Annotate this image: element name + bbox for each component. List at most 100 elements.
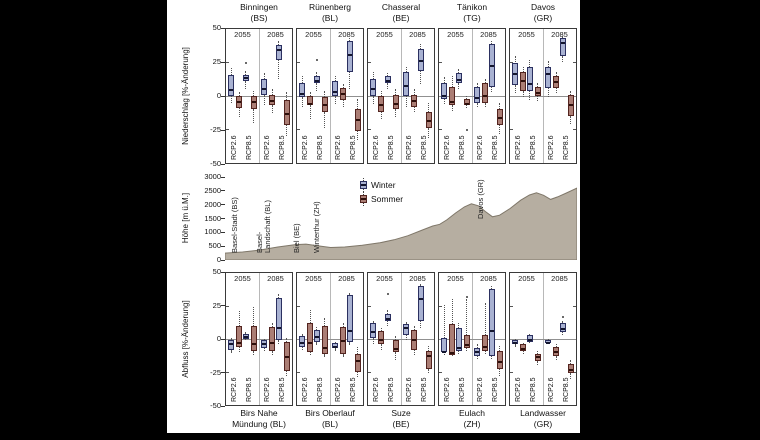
- winter-whisker-lower: [458, 82, 460, 90]
- y-tick-mark: [221, 176, 225, 178]
- winter-whisker-upper: [491, 41, 493, 44]
- boxplot-sommer: [520, 71, 527, 91]
- sommer-median: [393, 102, 398, 105]
- rcp-tick-label: RCP2.6: [264, 377, 272, 402]
- winter-median: [276, 327, 281, 330]
- winter-whisker-upper: [405, 66, 407, 72]
- y-tick-mark: [221, 338, 225, 340]
- rcp-tick-label: RCP2.6: [302, 377, 310, 402]
- sommer-median: [237, 101, 242, 104]
- y-tick-mark: [221, 95, 225, 97]
- winter-whisker-lower: [372, 337, 374, 345]
- sommer-whisker-upper: [484, 78, 486, 83]
- winter-whisker-lower: [491, 356, 493, 359]
- station-panel-chasseral: 2055 2085: [367, 28, 435, 164]
- sommer-median: [284, 113, 289, 116]
- sommer-median: [322, 104, 327, 107]
- region-label: Basel-Stadt (BS): [229, 197, 239, 253]
- sommer-whisker-lower: [309, 352, 311, 355]
- winter-whisker-lower: [301, 97, 303, 107]
- panel-edge-tick: [573, 62, 576, 63]
- winter-median: [243, 336, 248, 339]
- boxplot-winter: [228, 340, 235, 350]
- rcp-tick-label: RCP8.5: [278, 135, 286, 160]
- winter-whisker-upper: [458, 323, 460, 329]
- winter-median: [262, 342, 267, 345]
- y-tick-label: 0: [216, 334, 221, 343]
- zero-line: [439, 95, 505, 97]
- sommer-whisker-upper: [537, 82, 539, 87]
- year-label: 2085: [267, 30, 284, 39]
- winter-median: [347, 329, 352, 332]
- sommer-whisker-lower: [324, 112, 326, 129]
- y-tick-mark: [221, 204, 225, 206]
- winter-median: [560, 42, 565, 45]
- winter-whisker-upper: [491, 286, 493, 289]
- sommer-median: [464, 344, 469, 347]
- winter-whisker-upper: [476, 344, 478, 349]
- sommer-whisker-lower: [380, 344, 382, 350]
- panel-edge-tick: [226, 371, 229, 373]
- winter-median: [442, 350, 447, 353]
- panel-edge-tick: [510, 371, 513, 373]
- station-title: Davos (GR): [530, 2, 556, 23]
- panel-edge-tick: [368, 129, 371, 130]
- y-tick-label: 3000: [204, 172, 221, 181]
- boxplot-sommer: [354, 353, 361, 372]
- sommer-whisker-upper: [286, 337, 288, 342]
- station-panel-birs-nahe: 2055 2085: [225, 272, 293, 406]
- sommer-whisker-lower: [253, 350, 255, 355]
- zero-line: [297, 338, 363, 340]
- rcp-tick-label: RCP2.6: [444, 135, 452, 160]
- sommer-whisker-lower: [395, 352, 397, 361]
- winter-whisker-upper: [316, 327, 318, 330]
- legend-item-sommer: Sommer: [360, 192, 403, 206]
- panel-edge-tick: [439, 129, 442, 130]
- boxplot-winter: [455, 328, 462, 351]
- y-tick-label: -25: [210, 367, 221, 377]
- sommer-whisker-lower: [271, 350, 273, 355]
- rcp-tick-label: RCP2.6: [335, 135, 343, 160]
- winter-median: [314, 336, 319, 339]
- winter-whisker-lower: [301, 346, 303, 350]
- sommer-outlier: [465, 128, 468, 131]
- sommer-whisker-lower: [484, 350, 486, 354]
- elevation-axis-label: Höhe [m ü.M.]: [181, 192, 190, 244]
- rcp-tick-label: RCP8.5: [420, 135, 428, 160]
- sommer-median: [270, 341, 275, 344]
- y-tick-label: 25: [212, 57, 221, 66]
- boxplot-winter: [545, 66, 552, 88]
- sommer-whisker-upper: [555, 344, 557, 347]
- winter-whisker-lower: [458, 350, 460, 354]
- sommer-median: [379, 104, 384, 107]
- rcp-tick-label: RCP2.6: [264, 135, 272, 160]
- winter-whisker-upper: [420, 283, 422, 287]
- winter-whisker-lower: [230, 349, 232, 353]
- boxplot-winter: [488, 43, 495, 87]
- sommer-whisker-lower: [555, 356, 557, 361]
- winter-median: [371, 87, 376, 90]
- sommer-whisker-upper: [357, 346, 359, 354]
- boxplot-winter: [384, 313, 391, 321]
- sommer-median: [535, 356, 540, 359]
- panel-edge-tick: [226, 129, 229, 130]
- sommer-median: [270, 100, 275, 103]
- year-label: 2085: [551, 274, 568, 283]
- winter-whisker-lower: [387, 320, 389, 326]
- boxplot-winter: [228, 74, 235, 96]
- winter-whisker-lower: [334, 96, 336, 105]
- winter-whisker-upper: [245, 332, 247, 334]
- boxplot-winter: [441, 82, 448, 99]
- rcp-tick-label: RCP8.5: [562, 377, 570, 402]
- boxplot-winter: [346, 41, 353, 72]
- boxplot-winter: [403, 71, 410, 96]
- year-label: 2085: [409, 274, 426, 283]
- panel-edge-tick: [573, 305, 576, 307]
- boxplot-sommer: [269, 94, 276, 106]
- boxplot-winter: [488, 288, 495, 357]
- y-tick-mark: [221, 27, 225, 29]
- winter-whisker-lower: [514, 344, 516, 346]
- sommer-whisker-lower: [428, 369, 430, 374]
- sommer-whisker-upper: [286, 91, 288, 100]
- boxplot-winter: [474, 348, 481, 357]
